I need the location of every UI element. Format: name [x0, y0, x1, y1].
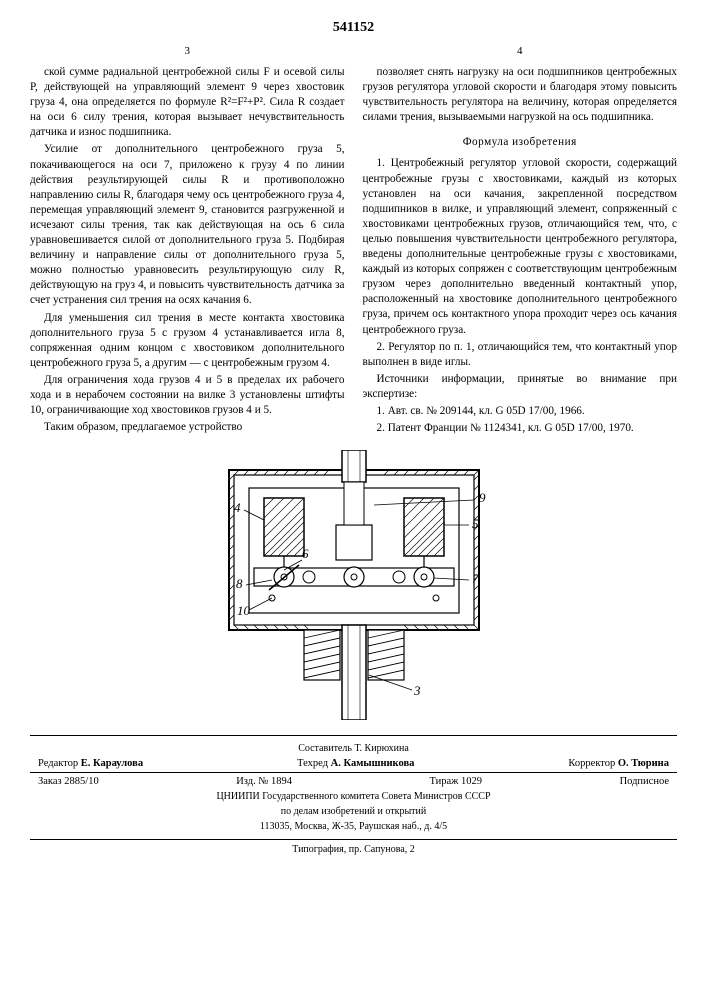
figure-label-4: 4 — [234, 500, 241, 515]
para: 1. Центробежный регулятор угловой скорос… — [363, 156, 678, 337]
figure-label-10: 10 — [237, 603, 251, 618]
para: позволяет снять нагрузку на оси подшипни… — [363, 65, 678, 125]
address: 113035, Москва, Ж-35, Раушская наб., д. … — [30, 820, 677, 833]
figure-label-8: 8 — [236, 576, 243, 591]
footer-block: Составитель Т. Кирюхина Редактор Е. Кара… — [30, 735, 677, 840]
para: Для ограничения хода грузов 4 и 5 в пред… — [30, 373, 345, 418]
para: 2. Патент Франции № 1124341, кл. G 05D 1… — [363, 421, 678, 436]
org-line-1: ЦНИИПИ Государственного комитета Совета … — [30, 790, 677, 803]
para: Усилие от дополнительного центробежного … — [30, 142, 345, 308]
circulation: Тираж 1029 — [430, 776, 483, 787]
figure-label-7: 7 — [472, 571, 479, 586]
formula-title: Формула изобретения — [363, 135, 678, 150]
patent-number: 541152 — [30, 20, 677, 36]
printer-line: Типография, пр. Сапунова, 2 — [30, 844, 677, 855]
para: Источники информации, принятые во вниман… — [363, 372, 678, 402]
subscription: Подписное — [620, 776, 669, 787]
figure-label-6: 6 — [302, 546, 309, 561]
editor: Редактор Е. Караулова — [38, 758, 143, 769]
para: Таким образом, предлагаемое устройство — [30, 420, 345, 435]
para: 2. Регулятор по п. 1, отличающийся тем, … — [363, 340, 678, 370]
right-col-number: 4 — [363, 44, 678, 59]
figure: 4 6 8 10 9 5 7 3 — [30, 450, 677, 725]
para: Для уменьшения сил трения в месте контак… — [30, 311, 345, 371]
left-col-number: 3 — [30, 44, 345, 59]
corrector: Корректор О. Тюрина — [568, 758, 669, 769]
figure-label-9: 9 — [479, 490, 486, 505]
text-columns: 3 ской сумме радиальной центробежной сил… — [30, 44, 677, 438]
para: 1. Авт. св. № 209144, кл. G 05D 17/00, 1… — [363, 404, 678, 419]
figure-label-3: 3 — [413, 683, 421, 698]
figure-label-5: 5 — [472, 516, 479, 531]
patent-page: 541152 3 ской сумме радиальной центробеж… — [0, 0, 707, 870]
techred: Техред А. Камышникова — [297, 758, 414, 769]
right-column: 4 позволяет снять нагрузку на оси подшип… — [363, 44, 678, 438]
order-number: Заказ 2885/10 — [38, 776, 99, 787]
compiler-name: Т. Кирюхина — [354, 743, 408, 754]
para: ской сумме радиальной центробежной силы … — [30, 65, 345, 141]
compiler-label: Составитель — [298, 743, 352, 754]
edition-number: Изд. № 1894 — [236, 776, 292, 787]
left-column: 3 ской сумме радиальной центробежной сил… — [30, 44, 345, 438]
mechanical-diagram: 4 6 8 10 9 5 7 3 — [174, 450, 534, 720]
org-line-2: по делам изобретений и открытий — [30, 805, 677, 818]
